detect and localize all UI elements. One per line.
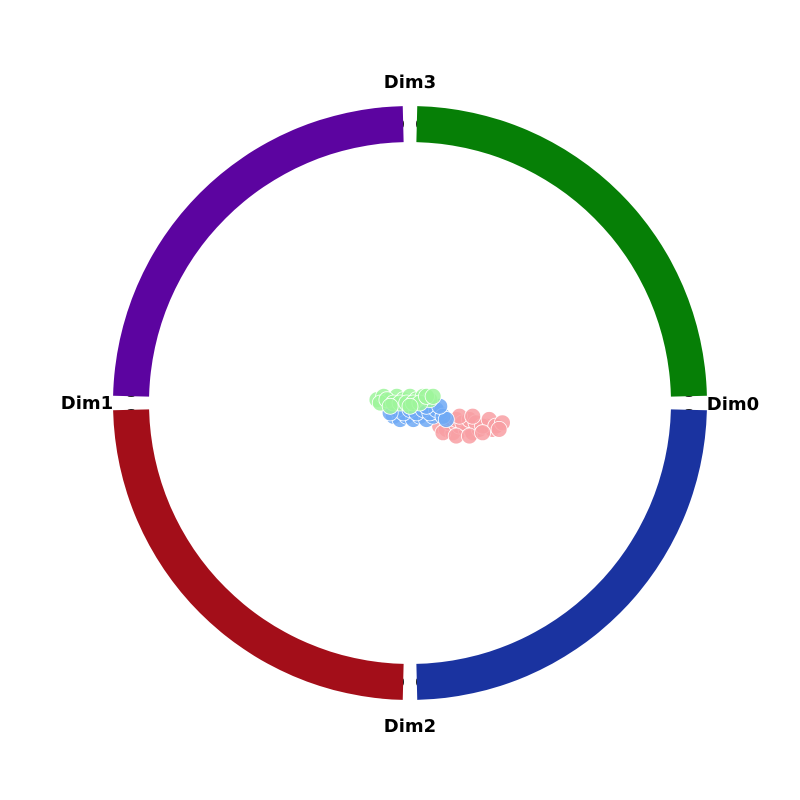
dim-label-3: Dim3 [384, 72, 436, 93]
dim-label-2: Dim2 [384, 716, 436, 737]
scatter-point-s0-20 [474, 424, 492, 442]
dimension-arcs [113, 106, 707, 700]
anchor-gap-2 [404, 660, 416, 704]
anchor-gap-1 [109, 397, 153, 409]
dimension-arc-0 [416, 106, 707, 397]
dimension-arc-3 [416, 409, 707, 700]
dimension-anchors [109, 102, 711, 704]
dim-label-1: Dim1 [61, 393, 113, 414]
anchor-gap-0 [667, 397, 711, 409]
scatter-point-s0-24 [464, 407, 482, 425]
scatter-points [368, 387, 511, 445]
dimension-labels: Dim0 Dim1 Dim2 Dim3 [61, 72, 759, 737]
scatter-point-s2-17 [381, 397, 399, 415]
dim-label-0: Dim0 [707, 394, 759, 415]
dimension-arc-1 [113, 106, 404, 397]
scatter-point-s0-22 [490, 420, 508, 438]
scatter-point-s2-19 [424, 387, 442, 405]
anchor-gap-3 [404, 102, 416, 146]
dimension-arc-2 [113, 409, 404, 700]
scatter-point-s1-16 [437, 411, 455, 428]
scatter-point-s2-18 [401, 397, 419, 415]
